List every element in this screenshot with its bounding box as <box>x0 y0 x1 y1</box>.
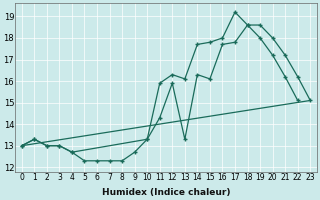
X-axis label: Humidex (Indice chaleur): Humidex (Indice chaleur) <box>102 188 230 197</box>
